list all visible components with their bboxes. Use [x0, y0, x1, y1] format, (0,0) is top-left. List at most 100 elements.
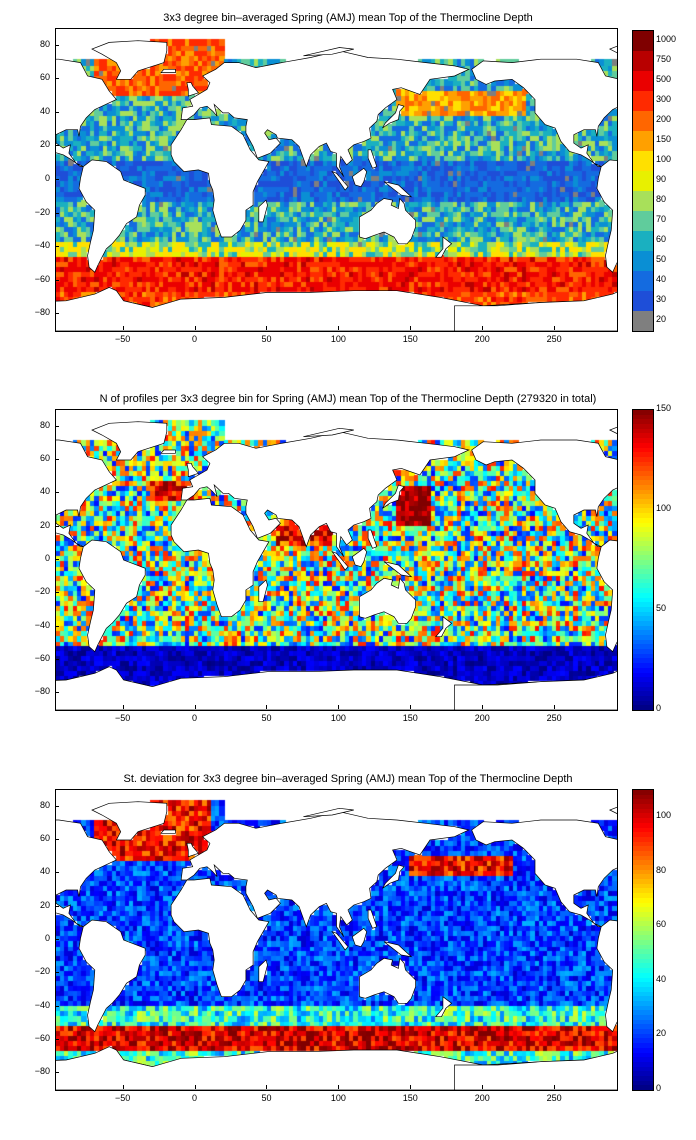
colorbar-label: 150 — [656, 134, 672, 144]
colorbar-segment — [633, 71, 653, 92]
coastline-polygon — [608, 45, 617, 54]
coastline-polygon — [435, 236, 453, 258]
colorbar-label: 150 — [656, 403, 672, 413]
colorbar-segment — [633, 545, 653, 552]
coastline-polygon — [56, 819, 117, 928]
colorbar-segment — [633, 419, 653, 426]
colorbar-segment — [633, 940, 653, 946]
colorbar-segment — [633, 1038, 653, 1045]
colorbar-segment — [633, 996, 653, 1002]
colorbar-segment — [633, 1066, 653, 1073]
panel-2-colorbar — [632, 409, 654, 711]
y-tick-label: 20 — [39, 139, 50, 150]
coastline-polygon — [383, 561, 413, 578]
colorbar-segment — [633, 111, 653, 132]
x-tick-mark — [266, 326, 268, 330]
panel-3-coastlines — [56, 801, 617, 1090]
y-tick-mark — [55, 212, 59, 214]
colorbar-label: 80 — [656, 864, 667, 875]
coastline-polygon — [471, 58, 617, 167]
x-tick-mark — [482, 326, 484, 330]
x-tick-label: 200 — [474, 334, 490, 344]
y-tick-label: −80 — [34, 686, 50, 697]
x-tick-label: 150 — [402, 1093, 418, 1103]
y-tick-label: 0 — [44, 173, 50, 183]
colorbar-segment — [633, 606, 653, 613]
coastline-polygon — [258, 579, 268, 603]
colorbar-segment — [633, 588, 653, 594]
y-tick-label: 80 — [39, 799, 50, 810]
colorbar-segment — [633, 51, 653, 72]
x-tick-label: 50 — [261, 334, 272, 344]
coastline-polygon — [454, 291, 617, 331]
colorbar-segment — [633, 428, 653, 435]
colorbar-segment — [633, 271, 653, 292]
colorbar-label: 50 — [656, 254, 667, 264]
colorbar-segment — [633, 578, 653, 585]
colorbar-segment — [633, 888, 653, 895]
x-tick-label: 250 — [546, 334, 562, 344]
x-tick-label: 100 — [330, 713, 346, 723]
colorbar-segment — [633, 527, 653, 533]
colorbar-segment — [633, 620, 653, 627]
colorbar-segment — [633, 410, 653, 416]
colorbar-segment — [633, 893, 653, 899]
y-tick-mark — [55, 459, 59, 460]
colorbar-segment — [633, 1019, 653, 1026]
colorbar-segment — [633, 517, 653, 524]
y-tick-label: 0 — [44, 933, 50, 943]
colorbar-segment — [633, 414, 653, 421]
colorbar-segment — [633, 447, 653, 454]
colorbar-segment — [633, 982, 653, 988]
panel-1-colorbar — [632, 30, 654, 332]
coastline-polygon — [471, 439, 617, 548]
colorbar-segment — [633, 602, 653, 608]
y-tick-mark — [55, 44, 59, 46]
x-tick-mark — [122, 705, 124, 709]
y-tick-label: 60 — [39, 833, 50, 843]
colorbar-label: 40 — [656, 274, 667, 284]
panel-1-title: 3x3 degree bin–averaged Spring (AMJ) mea… — [163, 12, 533, 24]
coastline-polygon — [258, 959, 268, 983]
colorbar-segment — [633, 667, 653, 674]
y-tick-label: −40 — [34, 999, 50, 1010]
y-tick-label: 40 — [39, 866, 50, 877]
y-tick-mark — [55, 972, 59, 974]
colorbar-segment — [633, 949, 653, 956]
x-tick-label: −50 — [114, 1093, 131, 1103]
x-tick-label: −50 — [114, 334, 131, 344]
x-tick-mark — [194, 705, 196, 709]
panel-2-title: N of profiles per 3x3 degree bin for Spr… — [99, 393, 597, 405]
colorbar-segment — [633, 860, 653, 866]
y-tick-label: −60 — [34, 1033, 50, 1043]
y-tick-mark — [55, 78, 59, 80]
x-tick-mark — [338, 1085, 340, 1089]
coastline-polygon — [186, 462, 200, 478]
x-tick-label: 0 — [192, 334, 198, 344]
colorbar-segment — [633, 691, 653, 697]
y-tick-label: −40 — [34, 240, 50, 251]
colorbar-segment — [633, 550, 653, 557]
colorbar-segment — [633, 822, 653, 829]
colorbar-segment — [633, 536, 653, 543]
colorbar-label: 80 — [656, 194, 667, 204]
colorbar-segment — [633, 91, 653, 112]
colorbar-segment — [633, 935, 653, 941]
coastline-polygon — [170, 877, 270, 998]
y-tick-label: −20 — [34, 206, 50, 217]
colorbar-segment — [633, 251, 653, 272]
x-tick-label: −50 — [114, 713, 131, 723]
y-tick-mark — [55, 1005, 59, 1007]
colorbar-segment — [633, 1047, 653, 1054]
colorbar-label: 1000 — [656, 34, 677, 44]
colorbar-label: 20 — [656, 314, 667, 324]
colorbar-segment — [633, 1043, 653, 1049]
coastline-polygon — [91, 40, 168, 80]
colorbar-segment — [633, 438, 653, 444]
y-tick-mark — [55, 279, 59, 281]
colorbar-segment — [633, 808, 653, 815]
colorbar-segment — [633, 1057, 653, 1063]
colorbar-segment — [633, 1015, 653, 1021]
x-tick-mark — [266, 705, 268, 709]
colorbar-segment — [633, 461, 653, 468]
